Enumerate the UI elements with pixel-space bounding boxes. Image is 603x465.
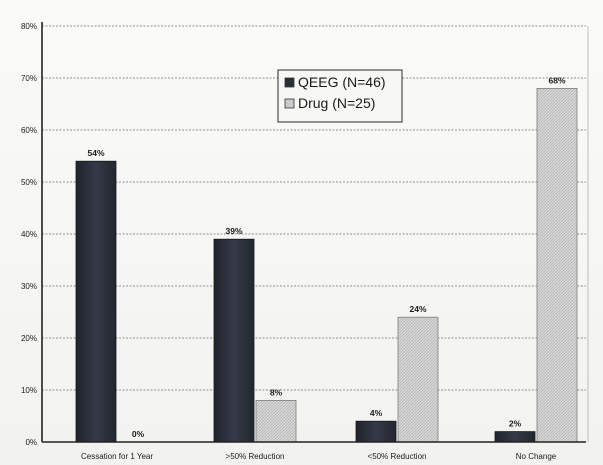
data-label: 24% [409, 304, 426, 314]
y-tick-label: 10% [21, 386, 37, 395]
data-label: 68% [548, 75, 565, 85]
data-label: 54% [87, 148, 104, 158]
y-tick-label: 60% [21, 126, 37, 135]
legend-box [277, 69, 403, 123]
y-tick-label: 70% [21, 74, 37, 83]
grid-lines [42, 25, 586, 391]
x-tick-label: No Change [516, 452, 557, 461]
bars [75, 88, 578, 443]
bar-qeeg [75, 160, 117, 443]
bar-drug [397, 316, 439, 443]
y-tick-label: 20% [21, 334, 37, 343]
legend: QEEG (N=46) Drug (N=25) [277, 69, 403, 123]
y-tick-label: 50% [21, 178, 37, 187]
x-tick-label: >50% Reduction [226, 452, 285, 461]
legend-label-qeeg: QEEG (N=46) [298, 74, 386, 90]
bar-drug [536, 88, 578, 443]
y-tick-label: 0% [25, 438, 37, 447]
data-label: 39% [225, 226, 242, 236]
x-axis-labels: Cessation for 1 Year >50% Reduction <50% R… [81, 452, 557, 461]
data-label: 4% [370, 408, 383, 418]
bar-drug [255, 399, 297, 443]
data-label: 2% [509, 419, 522, 429]
legend-label-drug: Drug (N=25) [298, 95, 375, 111]
y-tick-label: 80% [21, 22, 37, 31]
x-tick-label: <50% Reduction [368, 452, 427, 461]
bar-qeeg [213, 238, 255, 443]
x-tick-label: Cessation for 1 Year [81, 452, 153, 461]
y-axis-ticks: 0% 10% 20% 30% 40% 50% 60% 70% 80% [21, 22, 37, 447]
bar-qeeg [355, 420, 397, 443]
data-label: 8% [270, 387, 283, 397]
data-label: 0% [132, 429, 145, 439]
bar-qeeg [494, 431, 536, 443]
axes [41, 22, 589, 443]
y-tick-label: 40% [21, 230, 37, 239]
y-tick-label: 30% [21, 282, 37, 291]
legend-swatch-qeeg [284, 77, 295, 88]
data-labels: 54% 39% 4% 2% 0% 8% 24% 68% [87, 75, 565, 439]
legend-swatch-drug [284, 98, 295, 109]
